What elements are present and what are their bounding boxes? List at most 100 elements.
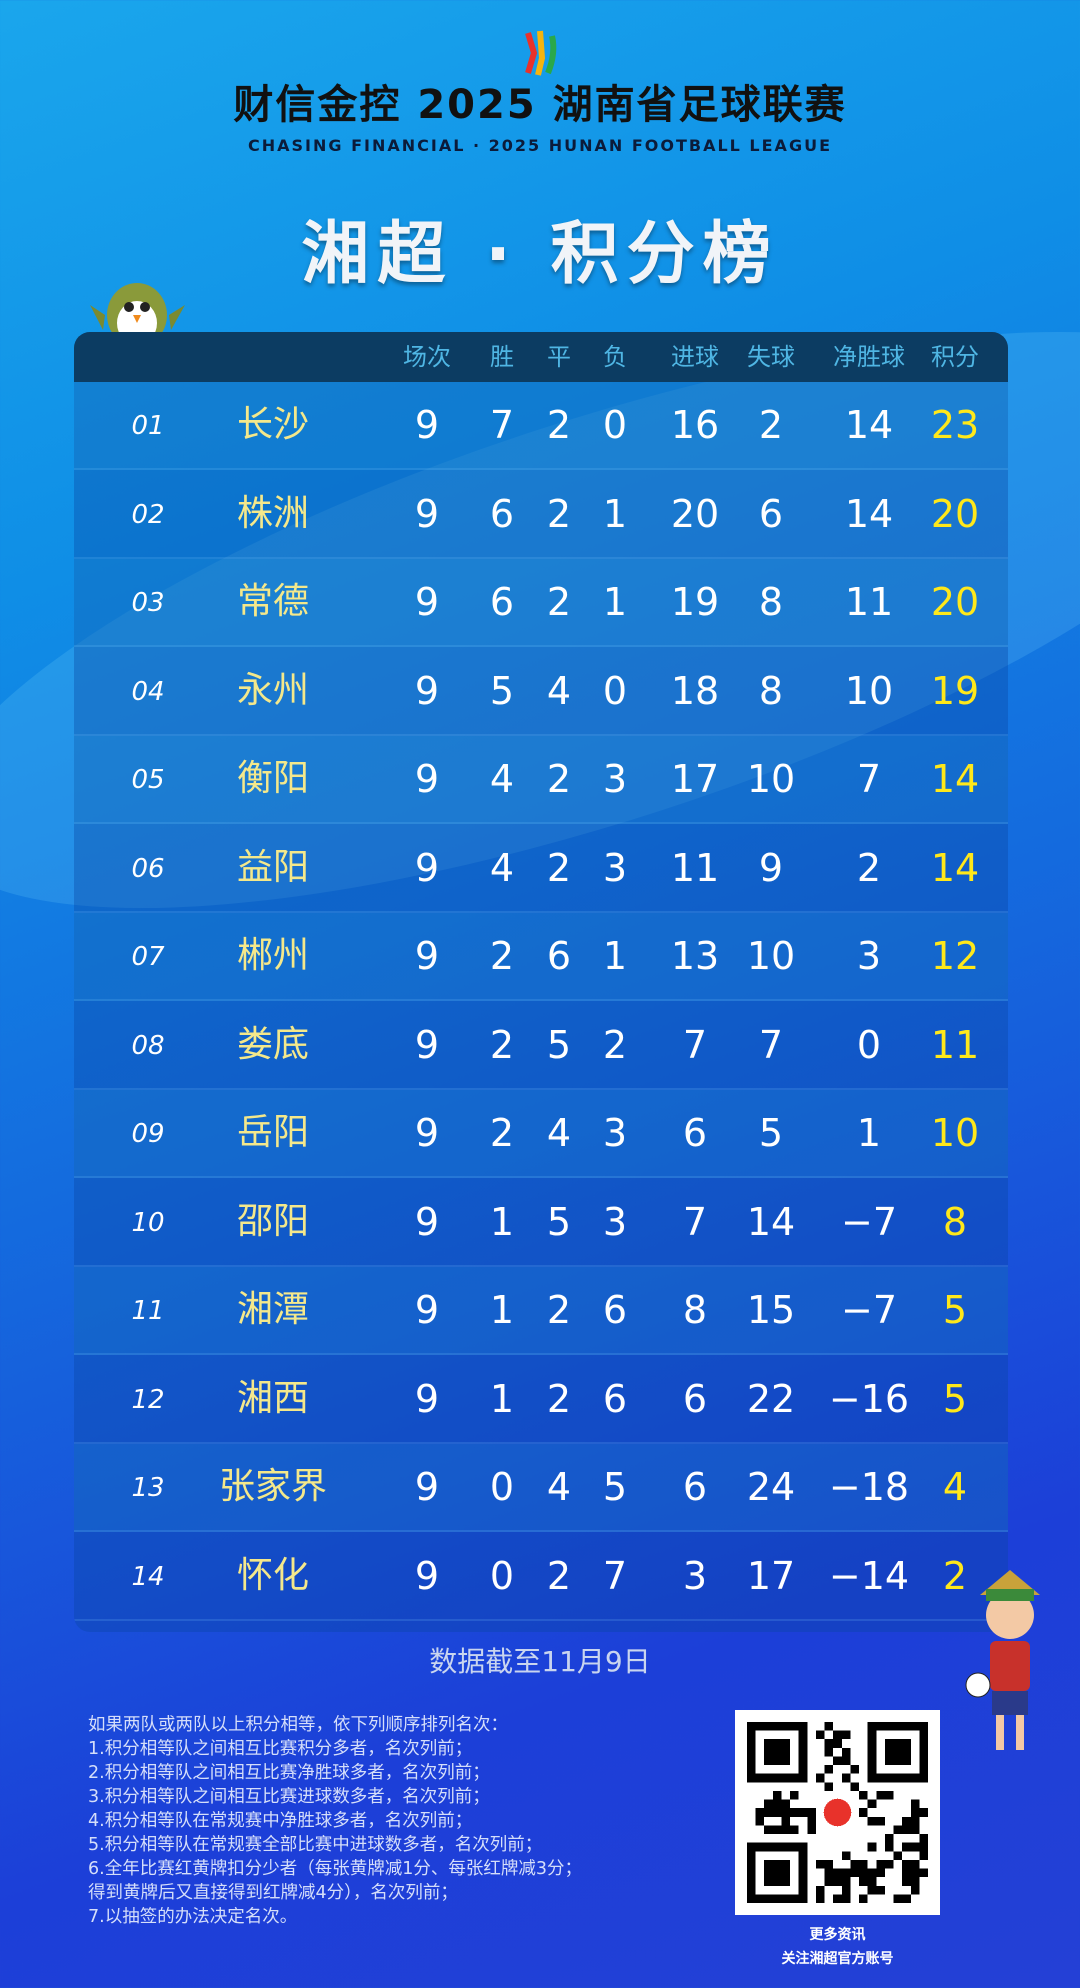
goal-difference-cell: −18 (828, 1465, 910, 1509)
rank: 13 (131, 1473, 165, 1503)
team-name: 岳阳 (236, 1112, 310, 1153)
table-row: 09 岳阳 9 2 4 3 6 5 1 10 (74, 1090, 1008, 1178)
table-header: 场次 胜 平 负 进球 失球 净胜球 积分 (74, 332, 1008, 382)
wins-cell: 4 (489, 757, 515, 801)
wins-cell: 0 (489, 1465, 515, 1509)
team-name: 张家界 (218, 1466, 328, 1507)
player-mascot-icon (965, 1570, 1040, 1750)
losses-cell: 6 (602, 1376, 628, 1421)
team-name: 湘潭 (236, 1289, 310, 1330)
goals-for-cell: 19 (670, 580, 720, 624)
league-logo (525, 30, 557, 76)
team-name: 长沙 (236, 404, 310, 445)
goals-against-cell: 10 (746, 757, 796, 801)
page-title: 湘超 · 积分榜 (301, 215, 779, 294)
points-cell: 19 (930, 668, 980, 713)
goal-difference-cell: 1 (856, 1111, 882, 1155)
matches-cell: 9 (414, 580, 440, 624)
team-name: 株洲 (236, 492, 310, 534)
column-header-goals-for: 进球 (671, 343, 719, 371)
goals-for-cell: 11 (670, 845, 720, 890)
goals-against-cell: 5 (758, 1111, 784, 1155)
draws-cell: 2 (546, 757, 572, 801)
losses-cell: 7 (602, 1553, 628, 1598)
qr-code[interactable] (735, 1710, 940, 1915)
wins-cell: 4 (489, 845, 515, 890)
goal-difference-cell: 7 (856, 757, 882, 801)
rule-line: 6.全年比赛红黄牌扣分少者（每张黄牌减1分、每张红牌减3分； (88, 1859, 582, 1879)
wins-cell: 7 (489, 403, 515, 447)
draws-cell: 4 (546, 1465, 572, 1509)
goals-against-cell: 10 (746, 934, 796, 978)
data-date: 数据截至11月9日 (429, 1645, 651, 1678)
rank: 10 (131, 1207, 165, 1238)
table-row: 12 湘西 9 1 2 6 6 22 −16 5 (74, 1356, 1008, 1444)
matches-cell: 9 (414, 934, 440, 978)
goal-difference-cell: 11 (844, 580, 894, 624)
matches-cell: 9 (414, 1199, 440, 1244)
matches-cell: 9 (414, 1288, 440, 1332)
goals-against-cell: 7 (758, 1022, 784, 1067)
draws-cell: 5 (546, 1022, 572, 1067)
losses-cell: 6 (602, 1288, 628, 1332)
losses-cell: 5 (602, 1465, 628, 1509)
rule-line: 如果两队或两队以上积分相等，依下列顺序排列名次： (88, 1715, 508, 1735)
goal-difference-cell: −7 (840, 1288, 898, 1332)
wins-cell: 2 (489, 1111, 515, 1155)
losses-cell: 1 (602, 934, 628, 978)
goals-against-cell: 22 (746, 1376, 796, 1421)
points-cell: 12 (930, 934, 980, 978)
goals-against-cell: 9 (758, 845, 784, 890)
goal-difference-cell: 3 (856, 934, 882, 978)
points-cell: 20 (930, 491, 980, 536)
rank: 02 (131, 499, 165, 530)
losses-cell: 0 (602, 668, 628, 713)
matches-cell: 9 (414, 757, 440, 801)
losses-cell: 3 (602, 1199, 628, 1244)
sponsor-title-en: CHASING FINANCIAL · 2025 HUNAN FOOTBALL … (248, 136, 832, 155)
team-name: 郴州 (236, 935, 310, 976)
goals-for-cell: 7 (682, 1022, 708, 1067)
goals-against-cell: 17 (746, 1553, 796, 1598)
column-header-draws: 平 (547, 343, 571, 371)
column-header-matches: 场次 (403, 343, 451, 371)
matches-cell: 9 (414, 403, 440, 447)
points-cell: 11 (930, 1022, 980, 1067)
wins-cell: 6 (489, 491, 515, 536)
goal-difference-cell: 14 (844, 403, 894, 447)
team-name: 怀化 (236, 1554, 310, 1596)
table-row: 04 永州 9 5 4 0 18 8 10 19 (74, 648, 1008, 736)
goals-for-cell: 17 (670, 757, 720, 801)
rank: 03 (131, 588, 165, 618)
wins-cell: 0 (489, 1553, 515, 1598)
losses-cell: 3 (602, 757, 628, 801)
goals-against-cell: 14 (746, 1199, 796, 1244)
rank: 07 (131, 942, 165, 972)
rank: 04 (131, 676, 165, 707)
points-cell: 8 (942, 1199, 968, 1244)
matches-cell: 9 (414, 668, 440, 713)
losses-cell: 1 (602, 491, 628, 536)
losses-cell: 3 (602, 845, 628, 890)
table-row: 14 怀化 9 0 2 7 3 17 −14 2 (74, 1533, 1008, 1621)
goal-difference-cell: −7 (840, 1199, 898, 1244)
rule-line: 得到黄牌后又直接得到红牌减4分），名次列前； (88, 1883, 458, 1903)
points-cell: 2 (942, 1553, 968, 1598)
team-name: 益阳 (236, 846, 310, 888)
points-cell: 5 (942, 1288, 968, 1332)
table-row: 03 常德 9 6 2 1 19 8 11 20 (74, 559, 1008, 647)
rank: 09 (131, 1119, 165, 1149)
goals-for-cell: 8 (682, 1288, 708, 1332)
wins-cell: 6 (489, 580, 515, 624)
goal-difference-cell: 0 (856, 1022, 882, 1067)
rank: 06 (131, 853, 165, 884)
wins-cell: 2 (489, 934, 515, 978)
table-row: 06 益阳 9 4 2 3 11 9 2 14 (74, 825, 1008, 913)
matches-cell: 9 (414, 1553, 440, 1598)
rule-line: 1.积分相等队之间相互比赛积分多者，名次列前； (88, 1739, 473, 1759)
column-header-goals-against: 失球 (747, 343, 795, 371)
draws-cell: 2 (546, 845, 572, 890)
table-row: 10 邵阳 9 1 5 3 7 14 −7 8 (74, 1179, 1008, 1267)
wins-cell: 1 (489, 1376, 515, 1421)
qr-caption-2: 关注湘超官方账号 (781, 1951, 894, 1967)
